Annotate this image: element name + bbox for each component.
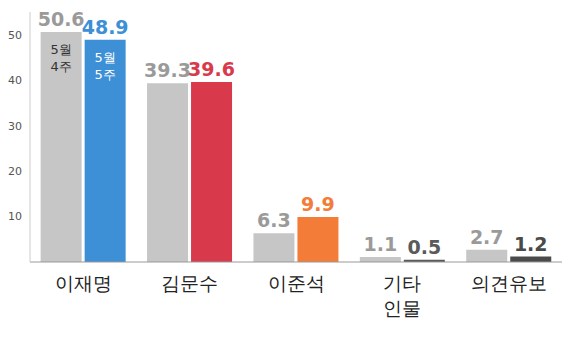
svg-text:1.2: 1.2 [514, 233, 548, 255]
svg-text:30: 30 [8, 120, 22, 133]
svg-text:20: 20 [8, 165, 22, 178]
svg-text:2.7: 2.7 [470, 226, 504, 248]
svg-text:39.6: 39.6 [188, 58, 235, 80]
svg-text:0.5: 0.5 [408, 236, 442, 258]
svg-text:50.6: 50.6 [38, 8, 85, 30]
svg-text:50: 50 [8, 29, 22, 42]
svg-text:5월5주: 5월5주 [94, 50, 115, 82]
svg-text:기타인물: 기타인물 [383, 272, 421, 319]
svg-text:48.9: 48.9 [82, 16, 129, 38]
svg-text:40: 40 [8, 74, 22, 87]
svg-text:10: 10 [8, 210, 22, 223]
svg-text:5월4주: 5월4주 [50, 42, 71, 74]
svg-text:의견유보: 의견유보 [471, 272, 547, 294]
svg-text:이재명: 이재명 [55, 272, 112, 294]
svg-text:6.3: 6.3 [257, 209, 291, 231]
svg-text:이준석: 이준석 [268, 272, 325, 294]
svg-text:김문수: 김문수 [161, 272, 218, 294]
svg-text:1.1: 1.1 [364, 233, 398, 255]
svg-text:39.3: 39.3 [144, 59, 191, 81]
svg-text:9.9: 9.9 [301, 193, 335, 215]
